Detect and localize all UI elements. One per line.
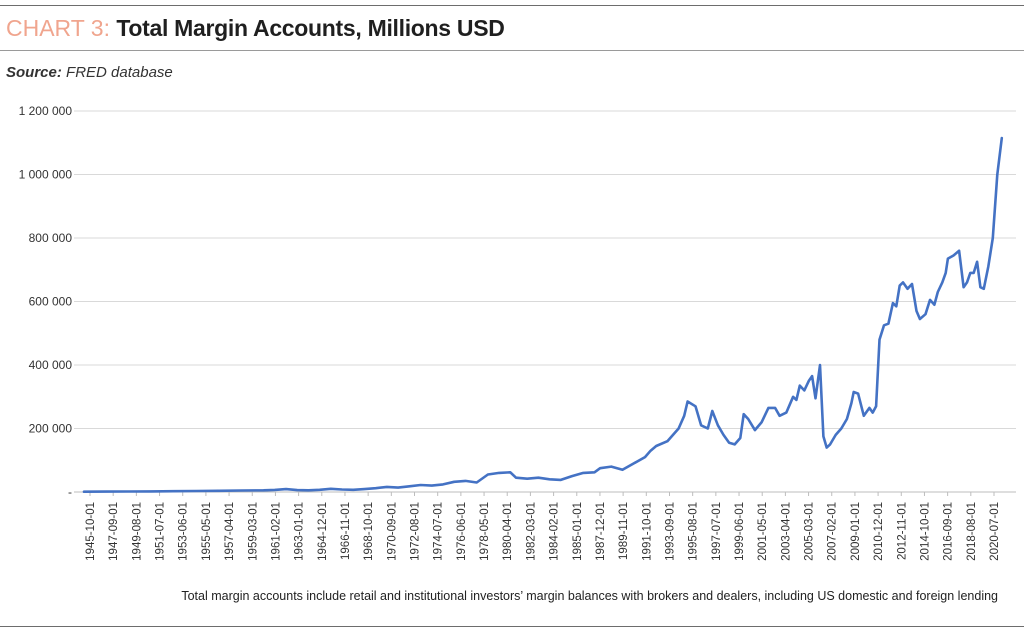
y-tick-label: 400 000 (29, 358, 73, 372)
bottom-rule (0, 626, 1024, 627)
y-tick-label: 1 200 000 (19, 104, 73, 118)
x-tick-label: 1997-07-01 (711, 502, 723, 561)
line-chart: - 200 000 400 000 600 000 800 000 1 000 000 1 … (19, 104, 1016, 561)
x-tick-label: 1995-08-01 (688, 502, 700, 561)
x-tick-label: 1984-02-01 (549, 502, 561, 561)
x-tick-label: 1982-03-01 (525, 502, 537, 561)
x-tick-label: 2001-05-01 (757, 502, 769, 561)
series-group (82, 136, 1004, 493)
x-tick-label: 2016-09-01 (943, 502, 955, 561)
x-tick-label: 1955-05-01 (201, 502, 213, 561)
chart-title-text: Total Margin Accounts, Millions USD (116, 15, 505, 41)
x-tick-label: 1945-10-01 (85, 502, 97, 561)
x-tick-label: 1959-03-01 (247, 502, 259, 561)
x-axis: 1945-10-01 1947-09-01 1949-08-01 1951-07-01… (74, 491, 1016, 561)
y-tick-label: 800 000 (29, 231, 73, 245)
x-tick-label: 2012-11-01 (896, 502, 908, 560)
x-tick-label: 1991-10-01 (641, 502, 653, 561)
footnote: Total margin accounts include retail and… (181, 589, 998, 603)
source-line: Source: FRED database (6, 64, 173, 81)
y-tick-label: - (68, 485, 72, 499)
x-tick-label: 1976-06-01 (456, 502, 468, 561)
x-tick-label: 1987-12-01 (595, 502, 607, 561)
x-tick-label: 2003-04-01 (780, 502, 792, 561)
y-tick-label: 600 000 (29, 295, 73, 309)
x-tick-label: 1978-05-01 (479, 502, 491, 561)
x-tick-label: 1957-04-01 (224, 502, 236, 561)
x-tick-label: 1963-01-01 (294, 502, 306, 561)
title-rule (0, 50, 1024, 51)
x-tick-label: 1985-01-01 (572, 502, 584, 561)
x-tick-label: 1974-07-01 (433, 502, 445, 561)
x-tick-label: 1989-11-01 (618, 502, 630, 560)
x-tick-label: 1964-12-01 (317, 502, 329, 561)
y-tick-label: 1 000 000 (19, 168, 73, 182)
x-tick-label: 1980-04-01 (502, 502, 514, 561)
chart-title-prefix: CHART 3: (6, 15, 110, 41)
source-label: Source: (6, 64, 62, 81)
x-tick-label: 1951-07-01 (155, 502, 167, 561)
x-tick-label: 1949-08-01 (131, 502, 143, 561)
x-tick-label: 2007-02-01 (827, 502, 839, 561)
x-tick-label: 1966-11-01 (340, 502, 352, 560)
x-tick-label: 1947-09-01 (108, 502, 120, 561)
x-tick-label: 1993-09-01 (664, 502, 676, 561)
x-tick-label: 2005-03-01 (804, 502, 816, 561)
x-tick-label: 1961-02-01 (270, 502, 282, 561)
x-tick-label: 1968-10-01 (363, 502, 375, 561)
source-text: FRED database (66, 64, 173, 81)
x-tick-label: 1972-08-01 (410, 502, 422, 561)
series-line (82, 136, 1004, 493)
x-tick-label: 2018-08-01 (966, 502, 978, 561)
x-tick-label: 2014-10-01 (919, 502, 931, 561)
y-axis: - 200 000 400 000 600 000 800 000 1 000 000 1 … (19, 104, 73, 499)
x-tick-label: 1953-06-01 (178, 502, 190, 561)
chart-title: CHART 3: Total Margin Accounts, Millions… (6, 14, 505, 42)
x-tick-label: 1999-06-01 (734, 502, 746, 561)
x-tick-label: 2020-07-01 (989, 502, 1001, 561)
x-tick-label: 2010-12-01 (873, 502, 885, 561)
x-tick-label: 1970-09-01 (386, 502, 398, 561)
gridlines (74, 110, 1016, 429)
y-tick-label: 200 000 (29, 422, 73, 436)
top-rule (0, 5, 1024, 6)
x-tick-label: 2009-01-01 (850, 502, 862, 561)
